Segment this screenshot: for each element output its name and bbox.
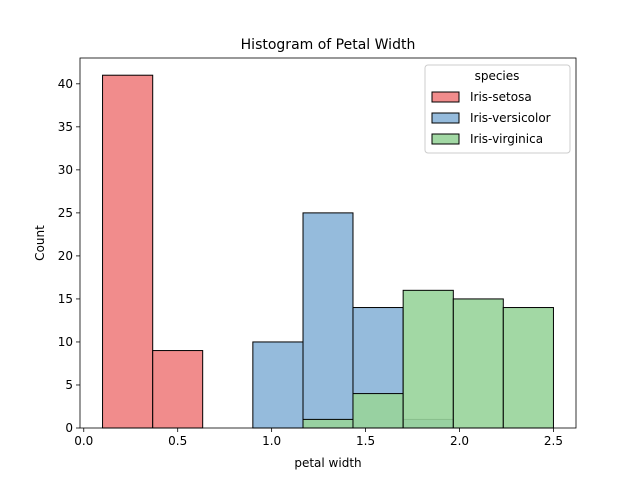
legend-label: Iris-versicolor	[470, 111, 551, 125]
x-tick-label: 1.5	[356, 434, 375, 448]
legend-title: species	[475, 69, 520, 83]
x-axis: 0.0 0.5 1.0 1.5 2.0 2.5	[74, 428, 563, 448]
y-tick-label: 5	[65, 378, 73, 392]
y-tick-label: 10	[58, 335, 73, 349]
x-tick-label: 2.0	[450, 434, 469, 448]
legend-box	[424, 64, 571, 154]
y-axis-label: Count	[33, 225, 47, 261]
chart-title: Histogram of Petal Width	[241, 37, 416, 53]
bars-layer	[102, 74, 554, 429]
legend-label: Iris-setosa	[470, 90, 532, 104]
histogram-bar	[452, 298, 504, 429]
x-axis-label: petal width	[294, 456, 361, 470]
x-tick-label: 0.0	[74, 434, 93, 448]
y-tick-label: 25	[58, 206, 73, 220]
legend-swatch	[431, 133, 460, 145]
y-tick-label: 30	[58, 163, 73, 177]
legend-swatch	[431, 112, 460, 124]
y-tick-label: 40	[58, 77, 73, 91]
histogram-bar	[302, 212, 354, 429]
x-tick-label: 1.0	[262, 434, 281, 448]
histogram-bar	[102, 74, 154, 429]
histogram-bar	[402, 289, 454, 429]
legend-label: Iris-virginica	[470, 132, 543, 146]
y-tick-label: 20	[58, 249, 73, 263]
y-tick-label: 15	[58, 292, 73, 306]
y-tick-label: 35	[58, 120, 73, 134]
histogram-bar	[502, 307, 554, 429]
histogram-bar	[252, 341, 304, 429]
histogram-bar	[352, 393, 404, 429]
y-axis: 0 5 10 15 20 25 30 35 40	[58, 77, 80, 435]
legend-swatch	[431, 91, 460, 103]
x-tick-label: 0.5	[168, 434, 187, 448]
plot-frame	[79, 57, 577, 429]
x-tick-label: 2.5	[544, 434, 563, 448]
histogram-bar	[302, 418, 354, 429]
histogram-bar	[152, 350, 204, 429]
y-tick-label: 0	[65, 421, 73, 435]
legend: species Iris-setosa Iris-versicolor Iris-v…	[424, 64, 571, 154]
